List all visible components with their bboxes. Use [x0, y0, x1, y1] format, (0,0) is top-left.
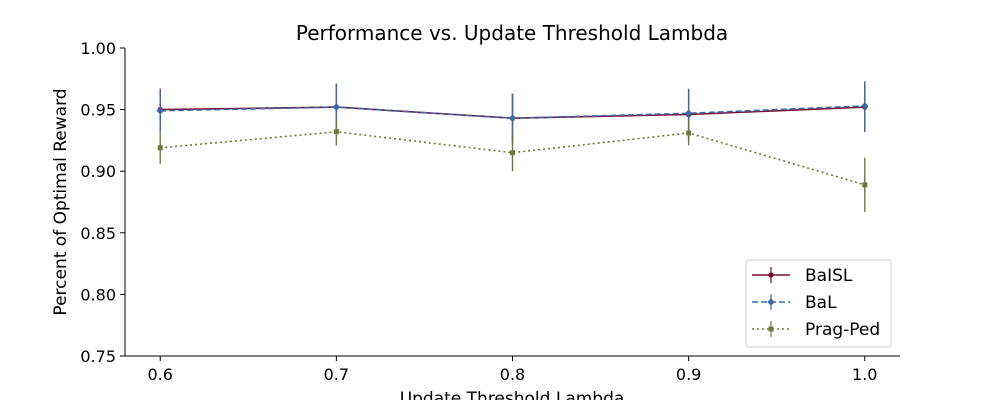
x-ticks: 0.6 0.7 0.8 0.9 1.0: [148, 356, 877, 384]
data-point: [684, 109, 693, 117]
legend-label: Prag-Ped: [805, 320, 880, 340]
chart-title: Performance vs. Update Threshold Lambda: [296, 21, 728, 45]
plot-area: [156, 81, 869, 212]
x-tick-label: 0.9: [676, 365, 701, 384]
legend: BaISL BaL Prag-Ped: [745, 259, 892, 348]
data-point: [862, 182, 868, 188]
data-point: [510, 150, 515, 156]
data-point: [861, 102, 869, 110]
y-tick-label: 0.80: [80, 285, 116, 304]
series-prag-ped: [157, 118, 868, 212]
y-tick-label: 0.90: [80, 162, 116, 181]
data-point: [332, 103, 341, 111]
y-axis-label: Percent of Optimal Reward: [51, 88, 71, 315]
legend-entry: Prag-Ped: [752, 320, 880, 340]
x-tick-label: 1.0: [852, 365, 877, 384]
y-tick-label: 0.95: [80, 101, 116, 120]
x-axis-label: Update Threshold Lambda: [400, 389, 625, 400]
legend-label: BaL: [805, 293, 837, 313]
y-tick-label: 1.00: [80, 39, 116, 58]
x-tick-label: 0.7: [324, 365, 349, 384]
y-ticks: 0.75 0.80 0.85 0.90 0.95 1.00: [80, 39, 125, 366]
data-point: [686, 130, 692, 136]
legend-entry: BaL: [752, 293, 837, 313]
x-tick-label: 0.6: [148, 365, 173, 384]
legend-label: BaISL: [805, 266, 853, 286]
y-tick-label: 0.75: [80, 347, 116, 366]
data-point: [768, 326, 774, 332]
data-point: [156, 107, 164, 115]
data-point: [333, 129, 339, 135]
data-point: [508, 114, 517, 122]
legend-entry: BaISL: [752, 266, 853, 286]
legend-box: [745, 259, 892, 348]
y-tick-label: 0.85: [80, 224, 116, 243]
data-point: [157, 145, 163, 151]
data-point: [767, 298, 775, 306]
data-point: [768, 272, 774, 278]
x-tick-label: 0.8: [500, 365, 525, 384]
